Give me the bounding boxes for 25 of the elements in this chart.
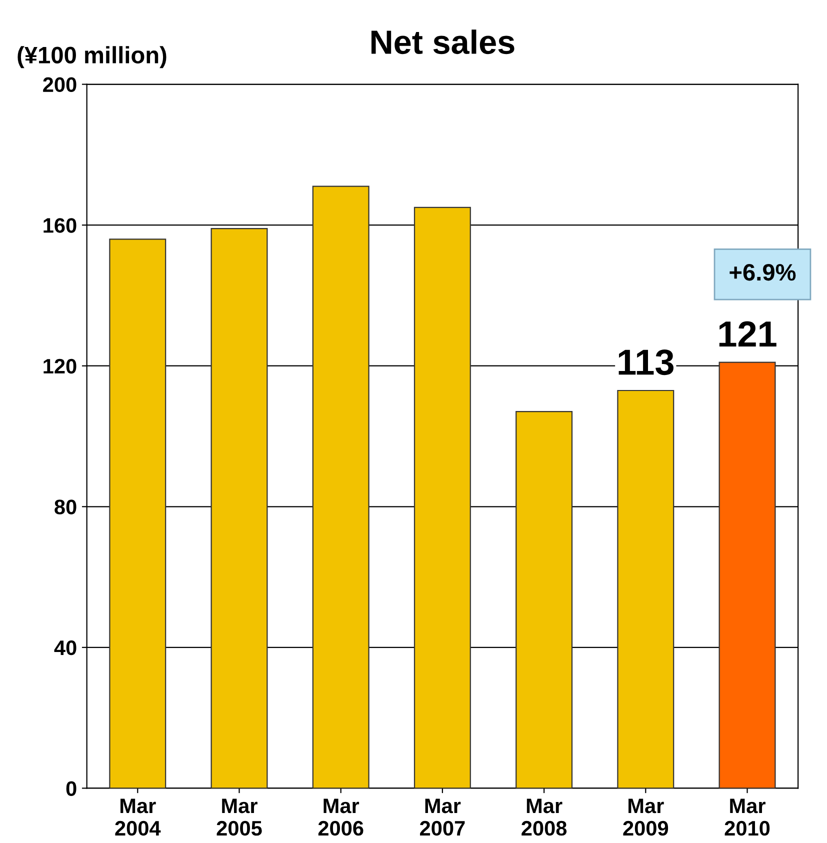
- data-label: 121: [719, 321, 776, 347]
- y-tick-label: 120: [44, 358, 76, 374]
- data-label: 113: [618, 349, 674, 376]
- y-axis-title: (¥100 million): [18, 46, 166, 68]
- y-tick-label: 160: [44, 218, 76, 233]
- bar: [718, 362, 776, 788]
- bar: [414, 206, 471, 788]
- x-tick-label: Mar 2008: [522, 798, 567, 836]
- y-tick-label: 80: [54, 500, 76, 514]
- bar: [210, 228, 268, 788]
- x-tick-label: Mar 2007: [420, 798, 465, 836]
- y-tick-label: 200: [43, 77, 76, 92]
- x-tick-label: Mar 2006: [318, 798, 364, 836]
- bar: [312, 186, 370, 788]
- x-tick-label: Mar 2005: [216, 798, 262, 836]
- annotation: +6.9%: [730, 264, 796, 281]
- x-tick-label: Mar 2009: [623, 798, 668, 836]
- bar: [516, 411, 573, 788]
- x-tick-label: Mar 2004: [115, 798, 161, 836]
- chart-title: Net sales: [371, 30, 514, 54]
- y-tick-label: 0: [66, 781, 76, 796]
- y-tick-label: 40: [54, 640, 76, 656]
- bar: [109, 238, 166, 788]
- bar: [617, 390, 674, 788]
- x-tick-label: Mar 2010: [724, 798, 770, 836]
